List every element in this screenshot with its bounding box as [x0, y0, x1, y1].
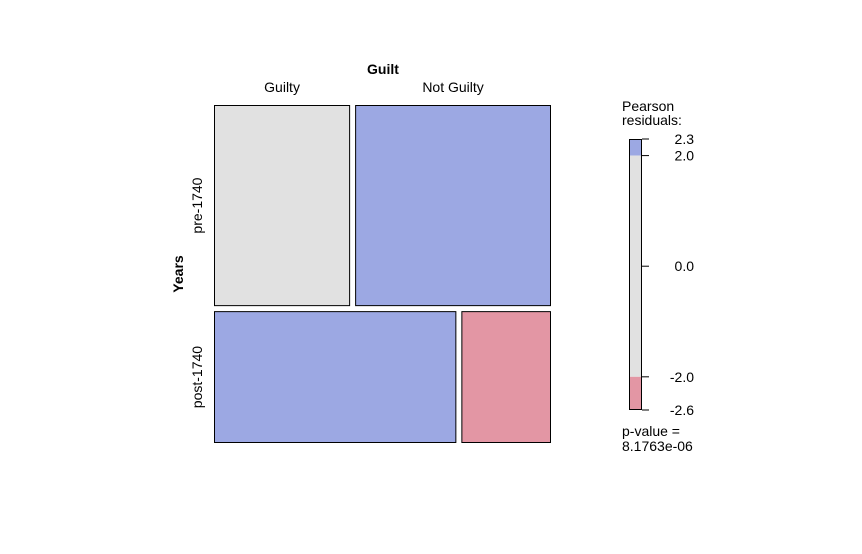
column-labels: Guilty Not Guilty [264, 79, 484, 95]
column-label-not-guilty: Not Guilty [422, 79, 483, 95]
column-label-guilty: Guilty [264, 79, 300, 95]
legend-frame [629, 139, 642, 410]
row-label-pre-1740: pre-1740 [189, 177, 205, 233]
row-label-post-1740: post-1740 [189, 346, 205, 408]
legend-tick-label: 2.0 [675, 148, 695, 164]
column-variable-title: Guilt [367, 61, 399, 77]
p-value: 8.1763e-06 [622, 438, 693, 454]
legend-band-positive [629, 139, 642, 156]
legend-tick-label: 0.0 [675, 258, 695, 274]
tile-pre-1740-not-guilty [355, 105, 551, 307]
p-value-label: p-value = [622, 423, 680, 439]
row-variable-title: Years [170, 255, 186, 293]
legend-title-line: residuals: [622, 112, 682, 128]
legend-title-line: Pearson [622, 98, 674, 114]
legend-tick-label: -2.6 [670, 402, 694, 418]
row-labels: pre-1740 post-1740 [189, 177, 205, 408]
legend-band-neutral [629, 155, 642, 377]
legend-band-negative [629, 376, 642, 410]
legend-tick-label: -2.0 [670, 369, 694, 385]
tile-post-1740-guilty [214, 311, 457, 443]
legend-tick-label: 2.3 [675, 131, 695, 147]
tile-post-1740-not-guilty [461, 311, 551, 443]
mosaic-tiles [214, 105, 551, 443]
tile-pre-1740-guilty [214, 105, 351, 307]
